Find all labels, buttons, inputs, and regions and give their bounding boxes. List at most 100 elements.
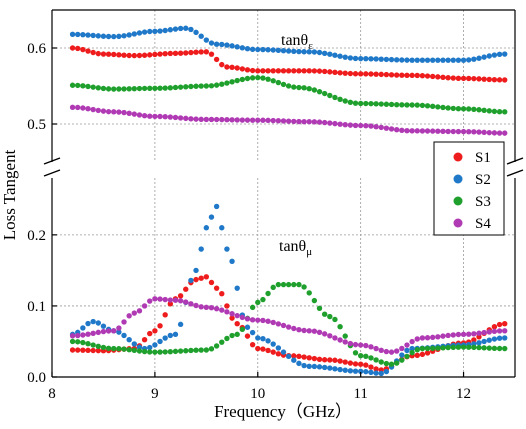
data-point-s1-lower: [306, 355, 312, 361]
data-point-s4-lower: [342, 339, 348, 345]
data-point-s1-upper: [342, 70, 348, 76]
data-point-s2-lower: [291, 357, 297, 363]
data-point-s3-lower: [409, 349, 415, 356]
data-point-s3-lower: [270, 284, 276, 291]
data-point-s3-lower: [332, 316, 338, 323]
data-point-s2-upper: [85, 32, 91, 38]
data-point-s4-lower: [69, 333, 76, 339]
data-point-s4-lower: [193, 302, 199, 309]
data-point-s4-upper: [280, 118, 287, 124]
data-point-s1-upper: [419, 72, 426, 79]
data-point-s4-lower: [383, 348, 390, 355]
data-point-s4-lower: [481, 329, 487, 336]
data-point-s4-upper: [440, 128, 446, 135]
data-point-s2-lower: [152, 342, 158, 348]
data-point-s4-lower: [466, 331, 472, 337]
data-point-s1-upper: [69, 45, 76, 51]
data-point-s4-lower: [429, 334, 436, 341]
data-point-s4-upper: [393, 126, 400, 133]
data-point-s1-upper: [239, 66, 246, 72]
data-point-s2-upper: [450, 57, 456, 63]
data-point-s3-lower: [306, 290, 312, 296]
data-point-s2-upper: [280, 47, 287, 54]
data-point-s2-upper: [219, 41, 225, 48]
data-point-s2-lower: [126, 336, 132, 343]
data-point-s2-upper: [255, 46, 261, 53]
data-point-s1-upper: [177, 50, 184, 56]
data-point-s2-lower: [496, 335, 503, 341]
data-point-s4-lower: [301, 327, 307, 334]
data-point-s1-lower: [337, 358, 343, 364]
data-point-s2-lower: [147, 344, 153, 351]
data-point-s1-lower: [162, 312, 168, 318]
data-point-s4-lower: [357, 342, 364, 348]
data-point-s1-upper: [203, 49, 210, 55]
data-point-s1-upper: [455, 75, 462, 82]
data-point-s3-upper: [131, 85, 138, 92]
data-point-s2-upper: [409, 57, 415, 63]
data-point-s1-upper: [275, 68, 282, 74]
data-point-s2-upper: [332, 52, 338, 58]
data-point-s1-lower: [69, 347, 76, 353]
data-point-s4-lower: [152, 296, 158, 302]
data-point-s4-lower: [255, 317, 261, 323]
data-point-s1-upper: [213, 56, 220, 63]
data-point-s3-upper: [219, 81, 225, 87]
data-point-s1-upper: [131, 52, 138, 59]
data-point-s3-upper: [429, 103, 436, 110]
data-point-s4-upper: [399, 127, 405, 133]
data-point-s4-lower: [270, 319, 276, 326]
data-point-s2-upper: [424, 57, 431, 63]
x-tick-label: 9: [151, 386, 159, 402]
data-point-s4-upper: [265, 117, 271, 124]
data-point-s2-upper: [496, 51, 503, 58]
data-point-s4-upper: [203, 116, 210, 123]
data-point-s4-lower: [414, 336, 420, 342]
data-point-s2-lower: [491, 336, 498, 342]
data-point-s3-upper: [368, 100, 374, 107]
data-point-s3-lower: [234, 331, 240, 338]
data-point-s3-lower: [445, 344, 451, 351]
data-point-s4-lower: [337, 337, 343, 343]
data-point-s3-upper: [162, 85, 168, 91]
data-point-s2-upper: [172, 26, 179, 32]
data-point-s3-upper: [147, 85, 153, 92]
x-axis-title: Frequency（GHz）: [214, 402, 352, 421]
data-point-s2-upper: [316, 49, 323, 56]
data-point-s2-lower: [296, 360, 302, 367]
data-point-s3-lower: [337, 324, 343, 330]
data-point-s2-upper: [177, 25, 184, 32]
data-point-s1-upper: [136, 52, 143, 59]
data-point-s3-upper: [460, 106, 467, 112]
data-point-s2-upper: [460, 57, 467, 63]
data-point-s4-lower: [203, 304, 210, 311]
data-point-s2-lower: [332, 366, 338, 372]
data-point-s3-lower: [255, 299, 261, 306]
data-point-s2-lower: [383, 368, 390, 375]
data-point-s2-lower: [95, 320, 102, 326]
data-point-s3-upper: [435, 104, 441, 110]
data-point-s1-lower: [342, 359, 348, 365]
data-point-s2-lower: [260, 336, 266, 342]
data-point-s2-lower: [285, 353, 292, 360]
data-point-s4-lower: [229, 311, 235, 317]
data-point-s4-lower: [440, 333, 446, 339]
y-tick-label-upper: 0.5: [27, 117, 46, 133]
data-point-s4-upper: [219, 116, 225, 123]
data-point-s3-upper: [301, 85, 307, 91]
data-point-s4-lower: [265, 318, 271, 324]
data-point-s3-lower: [301, 284, 307, 290]
data-point-s3-lower: [352, 350, 359, 356]
data-point-s4-lower: [141, 303, 148, 309]
data-point-s2-lower: [80, 325, 86, 331]
data-point-s3-upper: [388, 101, 395, 108]
data-point-s4-lower: [378, 347, 384, 353]
data-point-s3-lower: [491, 345, 498, 352]
data-point-s1-upper: [466, 75, 472, 82]
data-point-s3-upper: [296, 84, 302, 91]
data-point-s4-upper: [224, 117, 230, 123]
data-point-s4-upper: [136, 112, 143, 118]
data-point-s1-upper: [306, 68, 312, 74]
data-point-s1-upper: [85, 48, 91, 54]
data-point-s1-lower: [167, 301, 174, 307]
